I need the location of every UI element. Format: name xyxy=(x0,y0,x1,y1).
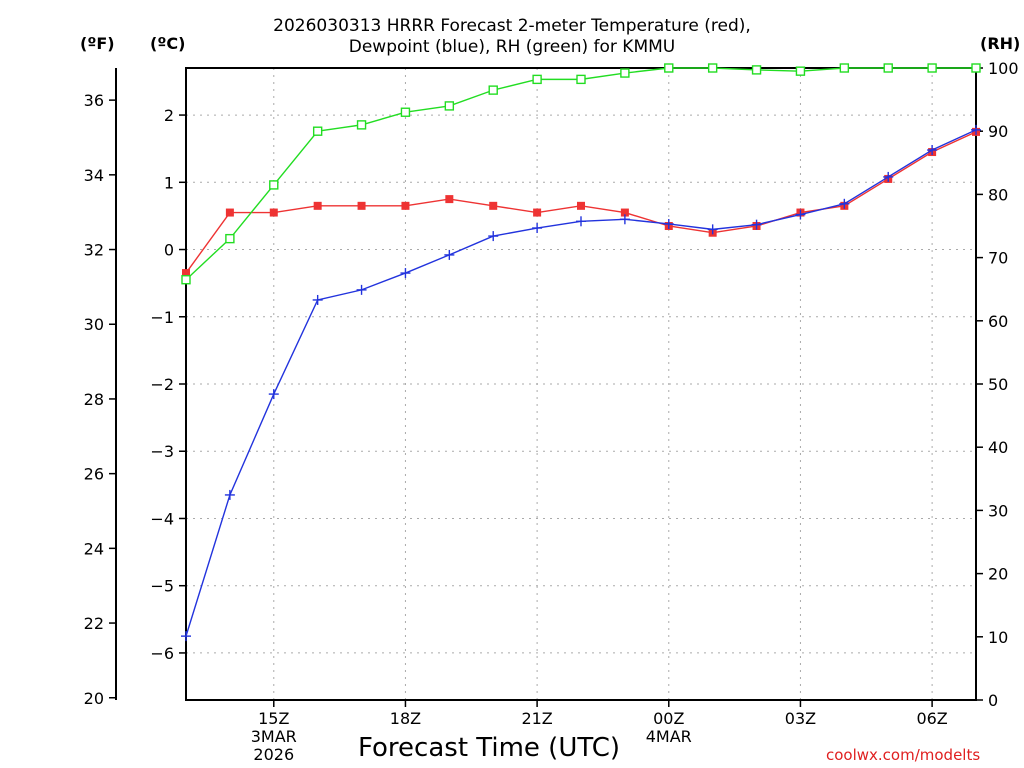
dewpoint-point xyxy=(488,231,499,242)
rh-point xyxy=(269,180,279,190)
rh-point xyxy=(225,233,235,244)
rh-point xyxy=(576,74,586,85)
temperature-point xyxy=(401,201,410,210)
temperature-point xyxy=(269,208,278,217)
temperature-point xyxy=(357,201,366,210)
temperature-point xyxy=(620,208,629,217)
x-tick-label: 03Z xyxy=(785,709,816,728)
rh-tick-label: 90 xyxy=(988,122,1008,141)
dewpoint-point xyxy=(312,294,323,305)
dewpoint-point xyxy=(444,249,455,260)
x-tick-label: 00Z xyxy=(653,709,684,728)
fahrenheit-unit-label: (ºF) xyxy=(80,34,115,53)
x-tick-label: 15Z xyxy=(258,709,289,728)
rh-point xyxy=(883,63,893,73)
x-tick-label: 06Z xyxy=(916,709,947,728)
dewpoint-point xyxy=(927,145,938,156)
x-tick-label: 18Z xyxy=(390,709,421,728)
rh-tick-label: 10 xyxy=(988,628,1008,647)
rh-tick-label: 60 xyxy=(988,312,1008,331)
rh-point xyxy=(444,101,455,111)
chart-title-line-1: 2026030313 HRRR Forecast 2-meter Tempera… xyxy=(273,16,751,36)
fahrenheit-tick-label: 20 xyxy=(84,689,104,708)
celsius-unit-label: (ºC) xyxy=(150,34,186,53)
rh-tick-label: 0 xyxy=(988,691,998,710)
rh-point xyxy=(488,85,498,95)
celsius-tick-label: −2 xyxy=(150,375,174,394)
temperature-point xyxy=(313,201,322,210)
x-axis-title: Forecast Time (UTC) xyxy=(358,733,621,763)
rh-tick-label: 100 xyxy=(988,59,1019,78)
rh-point xyxy=(971,63,981,73)
temperature-point xyxy=(489,201,498,210)
temperature-point xyxy=(445,195,454,204)
fahrenheit-tick-label: 32 xyxy=(84,241,104,260)
source-credit[interactable]: coolwx.com/modelts xyxy=(826,746,981,764)
rh-unit-label: (RH) xyxy=(980,34,1021,53)
celsius-tick-label: −3 xyxy=(150,442,174,461)
dewpoint-point xyxy=(663,218,674,229)
fahrenheit-tick-label: 28 xyxy=(84,390,104,409)
fahrenheit-tick-label: 22 xyxy=(84,614,104,633)
celsius-tick-label: −6 xyxy=(150,644,174,663)
rh-point xyxy=(707,63,718,73)
rh-point xyxy=(751,65,762,75)
dewpoint-point xyxy=(707,224,718,235)
dewpoint-point xyxy=(795,209,806,220)
rh-tick-label: 40 xyxy=(988,438,1008,457)
rh-point xyxy=(181,275,191,285)
plot-border xyxy=(185,67,977,701)
rh-point xyxy=(620,68,630,78)
dewpoint-point xyxy=(181,631,191,642)
x-tick-label: 21Z xyxy=(521,709,552,728)
celsius-tick-label: −4 xyxy=(150,509,174,528)
celsius-tick-label: −5 xyxy=(150,577,174,596)
fahrenheit-tick-label: 30 xyxy=(84,315,104,334)
temperature-point xyxy=(533,208,542,217)
chart-title-line-2: Dewpoint (blue), RH (green) for KMMU xyxy=(348,37,676,57)
celsius-tick-label: 1 xyxy=(164,173,174,192)
celsius-tick-label: −1 xyxy=(150,308,174,327)
fahrenheit-tick-label: 24 xyxy=(84,539,104,558)
rh-point xyxy=(795,66,806,76)
rh-tick-label: 50 xyxy=(988,375,1008,394)
rh-point xyxy=(927,63,937,73)
dewpoint-point xyxy=(224,489,235,500)
fahrenheit-tick-label: 36 xyxy=(84,91,104,110)
dewpoint-point xyxy=(971,124,981,135)
x-tick-date-label: 4MAR xyxy=(646,727,692,746)
fahrenheit-tick-label: 26 xyxy=(84,465,104,484)
temperature-point xyxy=(577,201,585,210)
rh-tick-label: 30 xyxy=(988,501,1008,520)
series-line-rh xyxy=(185,67,976,281)
dewpoint-point xyxy=(883,171,894,182)
rh-point xyxy=(356,120,367,130)
temperature-point xyxy=(182,269,190,278)
dewpoint-point xyxy=(751,219,762,230)
dewpoint-point xyxy=(532,223,543,234)
dewpoint-point xyxy=(619,214,630,225)
dewpoint-point xyxy=(400,268,411,279)
x-tick-date-label: 2026 xyxy=(253,745,294,764)
rh-point xyxy=(839,63,850,73)
rh-point xyxy=(312,126,323,136)
x-tick-date-label: 3MAR xyxy=(251,727,297,746)
rh-point xyxy=(532,74,542,85)
rh-point xyxy=(400,107,411,117)
rh-point xyxy=(664,63,674,73)
celsius-tick-label: 0 xyxy=(164,241,174,260)
dewpoint-point xyxy=(839,198,850,209)
fahrenheit-tick-label: 34 xyxy=(84,166,104,185)
dewpoint-point xyxy=(576,216,586,227)
dewpoint-point xyxy=(268,389,279,400)
rh-tick-label: 70 xyxy=(988,249,1008,268)
celsius-tick-label: 2 xyxy=(164,106,174,125)
temperature-point xyxy=(225,208,234,217)
rh-tick-label: 80 xyxy=(988,185,1008,204)
dewpoint-point xyxy=(356,284,367,295)
rh-tick-label: 20 xyxy=(988,565,1008,584)
